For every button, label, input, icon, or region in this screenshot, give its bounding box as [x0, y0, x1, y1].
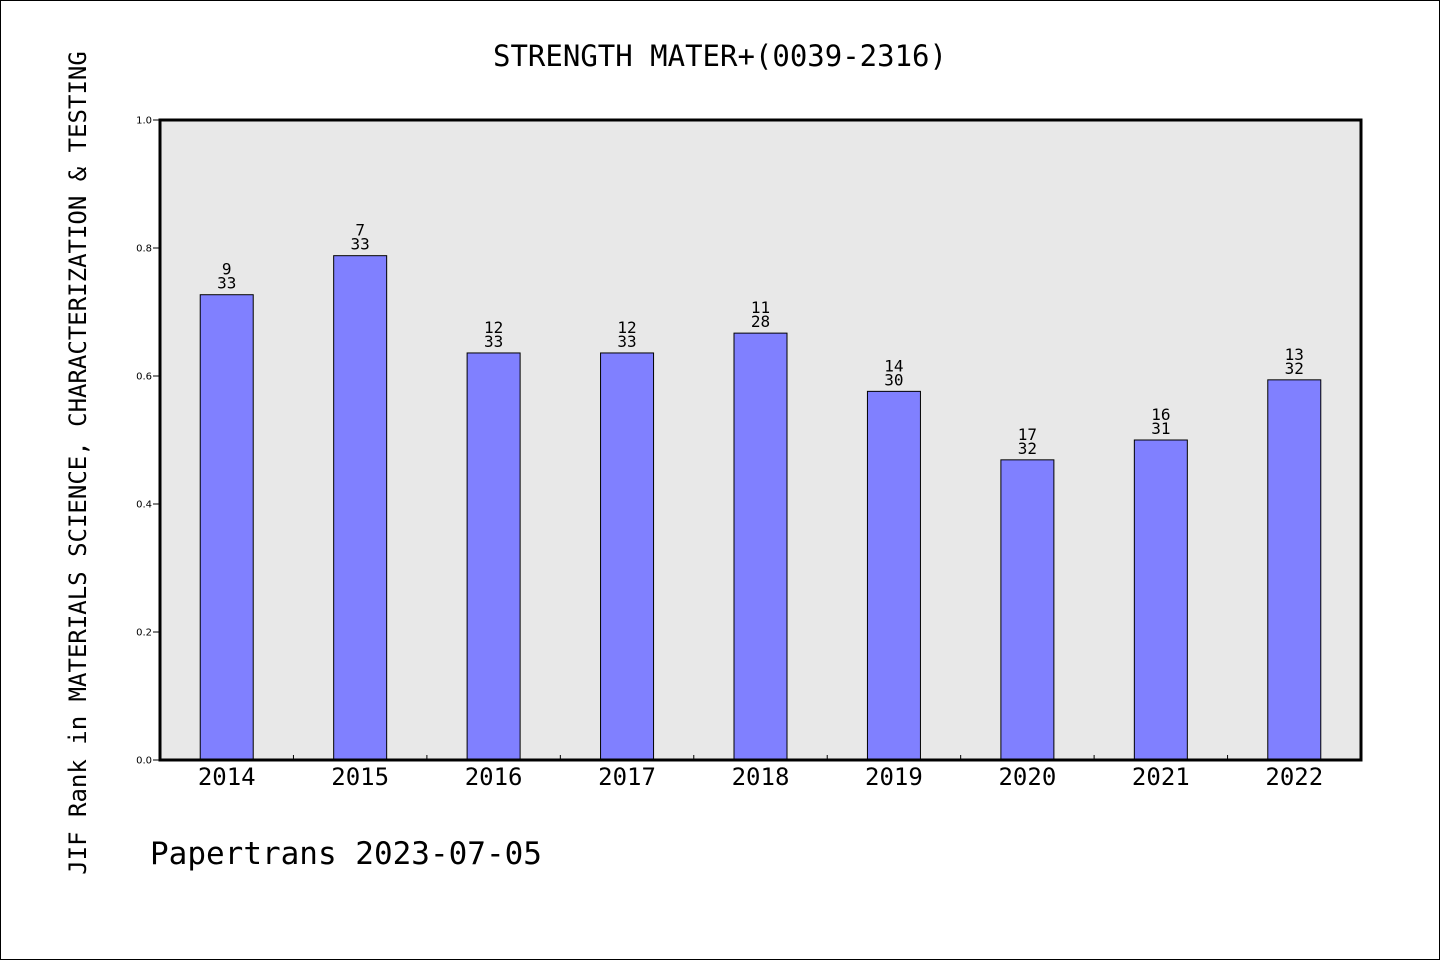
rank-label-2019: 14: [884, 356, 903, 375]
total-label-2016: 33: [484, 332, 503, 351]
y-tick-label: 0.2: [136, 628, 152, 639]
footer-credit: Papertrans 2023-07-05: [150, 836, 542, 872]
x-tick-label-2022: 2022: [1265, 763, 1323, 791]
total-label-2017: 33: [617, 332, 636, 351]
rank-label-2021: 16: [1151, 405, 1170, 424]
x-tick-label-2016: 2016: [465, 763, 523, 791]
rank-label-2017: 12: [617, 318, 636, 337]
bar-2017: [600, 352, 655, 761]
bar-2020: [1000, 459, 1055, 761]
bars: [199, 255, 1322, 761]
x-tick-label-2020: 2020: [998, 763, 1056, 791]
total-label-2015: 33: [351, 235, 370, 254]
bar-2016: [466, 352, 521, 761]
rank-label-2018: 11: [751, 298, 770, 317]
rank-label-2015: 7: [355, 221, 365, 240]
y-axis-label: JIF Rank in MATERIALS SCIENCE, CHARACTER…: [64, 51, 92, 875]
rank-label-2014: 9: [222, 260, 232, 279]
bar-2021: [1133, 439, 1188, 761]
y-axis: 0.0 0.2 0.4 0.6 0.8 1.0: [136, 116, 160, 767]
x-axis: 2014 2015 2016 2017 2018 2019 2020 2021 2022: [198, 755, 1323, 791]
total-label-2020: 32: [1018, 439, 1037, 458]
bar-2015: [333, 255, 388, 761]
total-label-2018: 28: [751, 312, 770, 331]
y-tick-label: 0.0: [136, 756, 152, 767]
total-label-2014: 33: [217, 274, 236, 293]
y-tick-label: 0.6: [136, 372, 152, 383]
x-tick-label-2015: 2015: [331, 763, 389, 791]
total-label-2021: 31: [1151, 419, 1170, 438]
x-tick-label-2017: 2017: [598, 763, 656, 791]
y-tick-label: 1.0: [136, 116, 152, 127]
bar-2019: [866, 390, 921, 761]
x-tick-label-2021: 2021: [1132, 763, 1190, 791]
x-tick-label-2019: 2019: [865, 763, 923, 791]
y-tick-label: 0.8: [136, 244, 152, 255]
bar-2018: [733, 332, 788, 761]
chart-title: STRENGTH MATER+(0039-2316): [493, 39, 947, 73]
bar-2014: [199, 294, 254, 761]
total-label-2022: 32: [1285, 359, 1304, 378]
y-tick-label: 0.4: [136, 500, 152, 511]
total-label-2019: 30: [884, 370, 903, 389]
bar-2022: [1267, 379, 1322, 761]
rank-label-2020: 17: [1018, 425, 1037, 444]
x-tick-label-2014: 2014: [198, 763, 256, 791]
x-tick-label-2018: 2018: [732, 763, 790, 791]
plot-border: [158, 118, 1363, 762]
rank-label-2016: 12: [484, 318, 503, 337]
rank-label-2022: 13: [1285, 345, 1304, 364]
